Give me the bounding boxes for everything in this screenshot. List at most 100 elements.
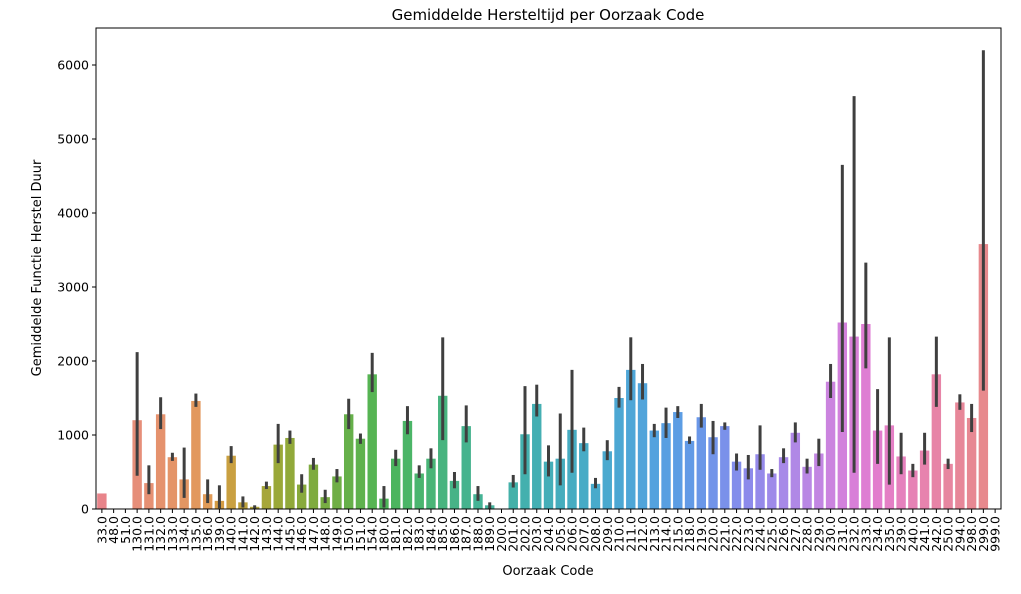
x-tick-label-202.0: 202.0	[517, 516, 532, 552]
bar-228.0	[802, 466, 812, 509]
x-tick-label-294.0: 294.0	[952, 516, 967, 552]
x-tick-label-240.0: 240.0	[905, 516, 920, 552]
x-tick-label-140.0: 140.0	[224, 516, 239, 552]
bar-151.0	[355, 438, 366, 509]
x-tick-label-130.0: 130.0	[130, 516, 145, 552]
y-tick-label-3000: 3000	[57, 280, 89, 295]
y-axis: 0 1000 2000 3000 4000 5000 6000	[57, 58, 96, 517]
x-axis: 33.048.051.0130.0131.0132.0133.0134.0135…	[94, 509, 1003, 552]
x-tick-label-223.0: 223.0	[741, 516, 756, 552]
x-tick-label-145.0: 145.0	[282, 516, 297, 552]
x-tick-label-201.0: 201.0	[506, 516, 521, 552]
x-tick-label-219.0: 219.0	[694, 516, 709, 552]
bar-209.0	[602, 451, 612, 509]
y-axis-label: Gemiddelde Functie Herstel Duur	[30, 159, 45, 376]
bar-146.0	[296, 484, 307, 509]
x-tick-label-226.0: 226.0	[776, 516, 791, 552]
bar-186.0	[449, 480, 460, 509]
x-tick-label-230.0: 230.0	[823, 516, 838, 552]
bar-242.0	[931, 374, 942, 509]
x-tick-label-141.0: 141.0	[235, 516, 250, 552]
x-tick-label-233.0: 233.0	[858, 516, 873, 552]
x-tick-label-154.0: 154.0	[365, 516, 380, 552]
bar-148.0	[320, 497, 330, 509]
bar-219.0	[696, 417, 706, 509]
x-tick-label-149.0: 149.0	[329, 516, 344, 552]
x-tick-label-242.0: 242.0	[929, 516, 944, 552]
x-tick-label-210.0: 210.0	[612, 516, 627, 552]
x-tick-label-215.0: 215.0	[670, 516, 685, 552]
x-tick-label-209.0: 209.0	[600, 516, 615, 552]
x-tick-label-214.0: 214.0	[659, 516, 674, 552]
bar-226.0	[778, 457, 789, 509]
bar-212.0	[637, 383, 648, 509]
bar-211.0	[626, 369, 636, 509]
x-tick-label-136.0: 136.0	[200, 516, 215, 552]
y-tick-label-5000: 5000	[57, 132, 89, 147]
bar-181.0	[391, 458, 401, 509]
x-tick-label-235.0: 235.0	[882, 516, 897, 552]
x-tick-label-182.0: 182.0	[400, 516, 415, 552]
x-tick-label-147.0: 147.0	[306, 516, 321, 552]
bar-213.0	[649, 430, 659, 509]
bar-241.0	[919, 450, 930, 509]
x-tick-label-144.0: 144.0	[271, 516, 286, 552]
x-tick-label-224.0: 224.0	[753, 516, 768, 552]
bar-224.0	[755, 454, 765, 509]
x-tick-label-33.0: 33.0	[94, 516, 109, 544]
x-tick-label-134.0: 134.0	[177, 516, 192, 552]
bar-143.0	[261, 486, 272, 509]
x-tick-label-187.0: 187.0	[459, 516, 474, 552]
x-tick-label-200.0: 200.0	[494, 516, 509, 552]
bar-207.0	[579, 443, 589, 509]
bar-185.0	[438, 395, 448, 509]
x-tick-label-225.0: 225.0	[764, 516, 779, 552]
bar-183.0	[414, 473, 424, 509]
x-tick-label-150.0: 150.0	[341, 516, 356, 552]
x-tick-label-132.0: 132.0	[153, 516, 168, 552]
x-tick-label-208.0: 208.0	[588, 516, 603, 552]
x-tick-label-299.0: 299.0	[976, 516, 991, 552]
y-tick-label-2000: 2000	[57, 354, 89, 369]
bar-150.0	[343, 414, 354, 509]
x-tick-label-206.0: 206.0	[565, 516, 580, 552]
bar-294.0	[955, 402, 965, 509]
bar-135.0	[191, 400, 201, 509]
x-tick-label-48.0: 48.0	[106, 516, 121, 544]
x-tick-label-239.0: 239.0	[894, 516, 909, 552]
x-tick-label-142.0: 142.0	[247, 516, 262, 552]
x-tick-label-232.0: 232.0	[847, 516, 862, 552]
bar-184.0	[426, 458, 436, 509]
bar-218.0	[684, 440, 695, 509]
bar-131.0	[144, 483, 154, 509]
bar-225.0	[767, 473, 777, 509]
x-tick-label-207.0: 207.0	[576, 516, 591, 552]
x-tick-label-183.0: 183.0	[412, 516, 427, 552]
y-tick-label-0: 0	[81, 502, 89, 517]
x-tick-label-185.0: 185.0	[435, 516, 450, 552]
bar-233.0	[861, 324, 871, 509]
bar-234.0	[872, 430, 883, 509]
x-tick-label-228.0: 228.0	[800, 516, 815, 552]
x-tick-label-205.0: 205.0	[553, 516, 568, 552]
bar-33.0	[97, 493, 107, 509]
bar-250.0	[943, 463, 953, 509]
x-tick-label-135.0: 135.0	[188, 516, 203, 552]
x-tick-label-189.0: 189.0	[482, 516, 497, 552]
bar-221.0	[720, 426, 730, 509]
x-tick-label-221.0: 221.0	[717, 516, 732, 552]
bar-229.0	[814, 453, 824, 509]
bar-132.0	[155, 414, 166, 509]
x-tick-label-131.0: 131.0	[141, 516, 156, 552]
bar-187.0	[461, 426, 471, 509]
bar-140.0	[226, 455, 236, 509]
x-tick-label-133.0: 133.0	[165, 516, 180, 552]
x-tick-label-241.0: 241.0	[917, 516, 932, 552]
bar-154.0	[367, 374, 377, 509]
x-tick-label-139.0: 139.0	[212, 516, 227, 552]
bar-147.0	[308, 464, 319, 509]
x-tick-label-211.0: 211.0	[623, 516, 638, 552]
x-tick-label-250.0: 250.0	[941, 516, 956, 552]
bar-227.0	[790, 432, 801, 509]
